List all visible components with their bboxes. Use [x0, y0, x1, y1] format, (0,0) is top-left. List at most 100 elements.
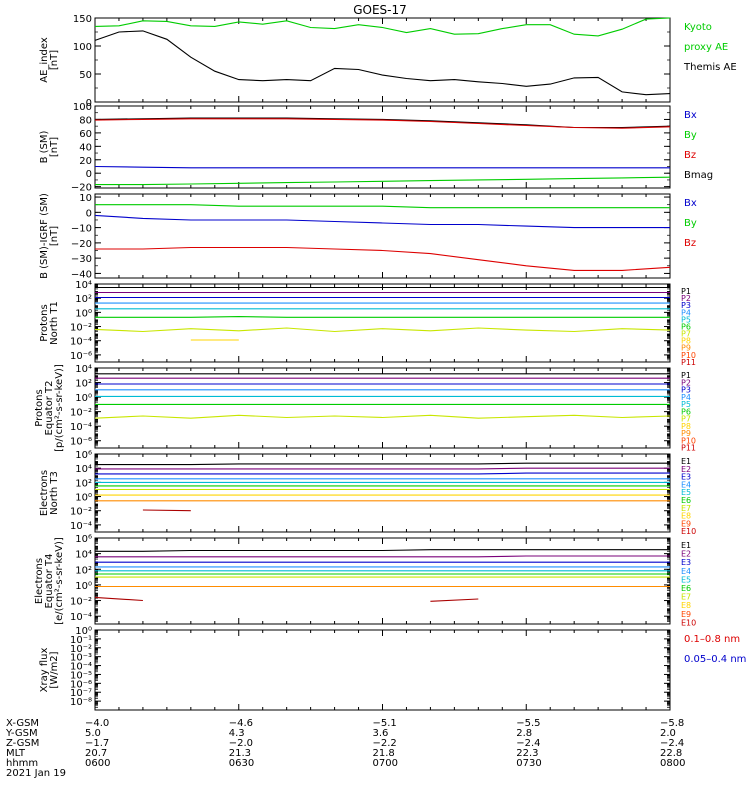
panel-5: 10⁴ 10² 10⁰ 10⁻² 10⁻⁴ 10⁻⁶ Protons Equator T2 [p…: [34, 364, 696, 453]
legend-entry: E6: [681, 496, 691, 505]
y-tick-label: 10⁻⁴: [70, 521, 92, 532]
legend-entry: E2: [681, 550, 691, 559]
panel-7: 10⁶ 10⁴ 10² 10⁰ 10⁻² 10⁻⁴ Electrons Equator T4[…: [34, 534, 696, 627]
series-e1: [95, 549, 670, 552]
y-tick-label: 40: [79, 142, 92, 153]
legend-entry: E5: [681, 488, 691, 497]
y-tick-label: −20: [71, 239, 92, 250]
legend-entry: P4: [681, 393, 691, 402]
legend-entry: Bx: [684, 198, 697, 209]
legend-entry: E1: [681, 541, 691, 550]
y-tick-label: 10²: [75, 294, 92, 305]
y-axis-label: AE_index: [39, 37, 50, 83]
x-row-value: −2.0: [229, 738, 253, 749]
y-tick-label: 10⁻¹: [70, 635, 92, 646]
legend-entry: Bmag: [684, 170, 713, 181]
y-tick-label: 10⁴: [75, 364, 92, 375]
y-tick-label: 10⁻⁶: [70, 679, 92, 690]
y-axis-label: [e/(cm²-s-sr-keV)]: [54, 537, 65, 625]
chart-title: GOES-17: [353, 3, 407, 17]
y-tick-label: 10²: [75, 379, 92, 390]
y-axis-label: B (SM)-IGRF (SM): [39, 193, 50, 279]
y-axis-label: North T3: [49, 471, 60, 515]
x-row-value: −4.0: [85, 718, 109, 729]
legend-entry: E5: [681, 575, 691, 584]
y-axis-label: Xray flux: [39, 648, 50, 693]
legend-entry: P9: [681, 429, 691, 438]
legend-entry: Bz: [684, 150, 696, 161]
legend-entry: E4: [681, 567, 691, 576]
legend-entry: P7: [681, 330, 691, 339]
x-row-value: 22.3: [516, 748, 538, 759]
y-tick-label: 20: [79, 156, 92, 167]
y-tick-label: 10⁻⁶: [70, 437, 92, 448]
x-row-value: 0600: [85, 758, 110, 769]
y-axis-label: [nT]: [49, 137, 60, 157]
legend-entry: E7: [681, 593, 691, 602]
y-tick-label: 10⁻⁶: [70, 351, 92, 362]
legend-entry: P6: [681, 322, 691, 331]
legend-entry: E3: [681, 473, 691, 482]
date-label: 2021 Jan 19: [6, 768, 66, 779]
x-row-value: 2.0: [660, 728, 676, 739]
x-row-value: 4.3: [229, 728, 245, 739]
y-tick-label: 0: [86, 98, 92, 109]
y-tick-label: 10²: [75, 478, 92, 489]
y-tick-label: 10: [79, 193, 92, 204]
x-row-value: −2.4: [660, 738, 684, 749]
y-tick-label: −10: [71, 224, 92, 235]
legend-entry: P11: [681, 358, 696, 367]
y-tick-label: 10⁴: [75, 464, 92, 475]
y-tick-label: 10⁶: [75, 534, 92, 545]
series-p7: [94, 414, 671, 419]
legend-entry: P2: [681, 294, 691, 303]
y-tick-label: 10⁻⁴: [70, 612, 92, 623]
y-tick-label: 10⁻⁵: [70, 670, 92, 681]
x-row-value: −5.1: [373, 718, 397, 729]
series-by: [95, 204, 670, 209]
legend-entry: E9: [681, 610, 691, 619]
y-axis-label: Protons: [39, 304, 50, 341]
y-tick-label: 0: [86, 169, 92, 180]
series-e1: [95, 462, 670, 466]
y-tick-label: 10⁻²: [70, 597, 92, 608]
legend-entry: P9: [681, 344, 691, 353]
x-row-value: −1.7: [85, 738, 109, 749]
y-tick-label: 10²: [75, 565, 92, 576]
y-axis-label: [nT]: [49, 226, 60, 246]
legend-entry: P4: [681, 308, 691, 317]
y-tick-label: 100: [73, 42, 92, 53]
series-bx: [94, 165, 670, 169]
x-row-label: hhmm: [6, 758, 38, 769]
x-row-value: 22.8: [660, 748, 682, 759]
legend-entry: E8: [681, 601, 691, 610]
panel-frame: [94, 629, 671, 711]
legend-entry: P5: [681, 315, 691, 324]
legend-entry: E9: [681, 519, 691, 528]
y-tick-label: 10⁰: [75, 493, 92, 504]
x-row-value: 0700: [373, 758, 398, 769]
legend-entry: P8: [681, 337, 691, 346]
series-p7: [94, 327, 671, 333]
series-bz: [95, 246, 671, 271]
panel-3: 10 0 −10 −20 −30 −40 B (SM)-IGRF (SM) [nT] Bx By B…: [39, 193, 697, 280]
legend-entry: By: [684, 130, 697, 141]
legend-entry: Bz: [684, 238, 696, 249]
y-axis-label: Electrons: [39, 470, 50, 516]
y-axis-label: Equator T2: [44, 381, 55, 436]
legend-entry: E10: [681, 618, 696, 627]
series-bmag: [94, 117, 671, 129]
y-tick-label: 10⁴: [75, 280, 92, 291]
series-bz: [94, 118, 671, 129]
legend-entry: P3: [681, 301, 691, 310]
y-tick-label: 80: [79, 115, 92, 126]
x-row-value: −5.8: [660, 718, 684, 729]
y-tick-label: 10⁴: [75, 550, 92, 561]
legend-entry: By: [684, 218, 697, 229]
panel-4: 10⁴ 10² 10⁰ 10⁻² 10⁻⁴ 10⁻⁶ Protons North T1 P1P2…: [39, 280, 696, 367]
y-tick-label: 0: [86, 208, 92, 219]
series-e3: [95, 472, 670, 475]
